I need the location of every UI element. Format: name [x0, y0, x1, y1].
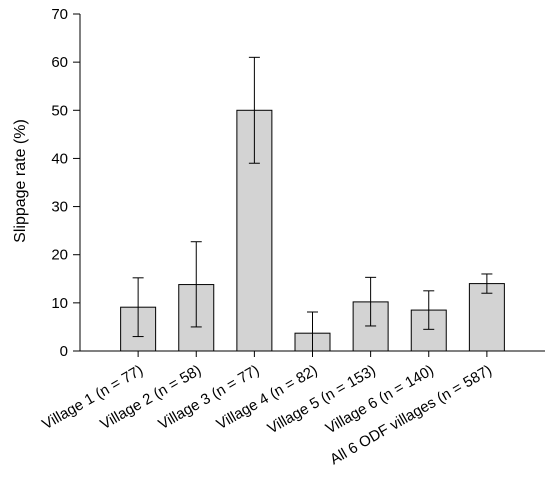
y-tick-label: 30 — [51, 199, 68, 216]
bars — [120, 56, 505, 352]
y-tick-label: 20 — [51, 247, 68, 264]
bar — [468, 283, 505, 352]
y-tick-label: 50 — [51, 102, 68, 119]
y-tick-label: 70 — [51, 6, 68, 23]
x-tick-label: Village 1 (n = 77) — [39, 362, 146, 434]
y-tick-label: 60 — [51, 54, 68, 71]
y-tick-label: 0 — [60, 343, 68, 360]
x-axis: Village 1 (n = 77)Village 2 (n = 58)Vill… — [39, 350, 545, 468]
y-axis-label: Slippage rate (%) — [12, 119, 29, 243]
x-tick-label: Village 3 (n = 77) — [156, 362, 263, 434]
y-tick-label: 40 — [51, 150, 68, 167]
y-axis: 0 10 20 30 40 50 60 70 — [51, 6, 81, 360]
y-tick-label: 10 — [51, 295, 68, 312]
x-tick-label: Village 2 (n = 58) — [97, 362, 204, 434]
